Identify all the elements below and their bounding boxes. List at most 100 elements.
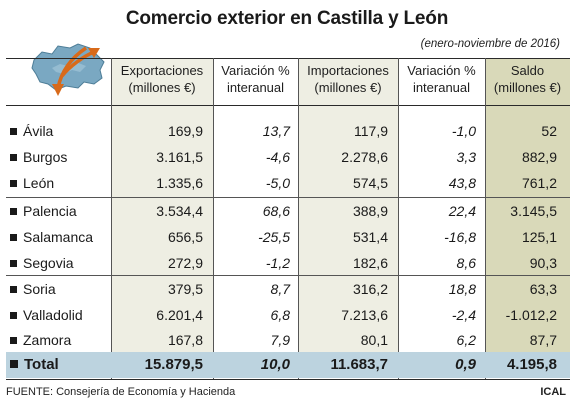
province-name: Ávila xyxy=(23,123,54,139)
group-divider-2 xyxy=(6,275,570,276)
saldo-value: 87,7 xyxy=(529,332,557,348)
header-importaciones: Importaciones (millones €) xyxy=(307,63,389,95)
importaciones-column-band xyxy=(298,58,398,370)
row-bullet xyxy=(10,180,17,187)
agency-credit: ICAL xyxy=(540,386,566,398)
variacion-imp-value: 3,3 xyxy=(456,149,476,165)
header-variacion-exportaciones: Variación % interanual xyxy=(221,63,290,95)
exportaciones-column-band xyxy=(111,58,213,370)
province-name: Palencia xyxy=(23,203,77,219)
table-row: Salamanca 656,5 -25,5 531,4 -16,8 125,1 xyxy=(0,224,574,250)
variacion-exp-value: 13,7 xyxy=(262,123,290,139)
row-bullet xyxy=(10,208,17,215)
saldo-column-band xyxy=(485,58,570,370)
exportaciones-value: 3.534,4 xyxy=(156,203,203,219)
variacion-imp-value: 43,8 xyxy=(448,175,476,191)
header-exportaciones: Exportaciones (millones €) xyxy=(120,63,204,95)
exportaciones-value: 6.201,4 xyxy=(156,307,203,323)
importaciones-value: 316,2 xyxy=(352,281,388,297)
importaciones-value: 117,9 xyxy=(354,123,388,139)
variacion-exp-value: -1,2 xyxy=(265,255,290,271)
variacion-exp-value: 6,8 xyxy=(270,307,290,323)
importaciones-value: 2.278,6 xyxy=(341,149,388,165)
row-bullet xyxy=(10,360,18,368)
bottom-rule xyxy=(6,379,570,380)
variacion-imp-value: 22,4 xyxy=(448,203,476,219)
header-saldo: Saldo (millones €) xyxy=(493,63,562,95)
variacion-exp-value: 8,7 xyxy=(270,281,290,297)
exportaciones-value: 169,9 xyxy=(167,123,203,139)
top-rule xyxy=(6,58,570,59)
exportaciones-value: 379,5 xyxy=(167,281,203,297)
importaciones-value: 388,9 xyxy=(352,203,388,219)
total-variacion-imp: 0,9 xyxy=(455,356,476,373)
total-variacion-exp: 10,0 xyxy=(260,356,290,373)
table-row: Valladolid 6.201,4 6,8 7.213,6 -2,4 -1.0… xyxy=(0,302,574,328)
province-name: Soria xyxy=(23,281,56,297)
exportaciones-value: 3.161,5 xyxy=(156,149,203,165)
row-bullet xyxy=(10,154,17,161)
table-row: León 1.335,6 -5,0 574,5 43,8 761,2 xyxy=(0,170,574,196)
exportaciones-value: 1.335,6 xyxy=(156,175,203,191)
variacion-exp-value: 68,6 xyxy=(262,203,290,219)
table-row: Zamora 167,8 7,9 80,1 6,2 87,7 xyxy=(0,327,574,353)
province-name: Valladolid xyxy=(23,307,83,323)
table-row: Soria 379,5 8,7 316,2 18,8 63,3 xyxy=(0,276,574,302)
column-divider-4 xyxy=(398,58,399,379)
saldo-value: 761,2 xyxy=(521,175,557,191)
variacion-exp-value: -4,6 xyxy=(265,149,290,165)
table-row: Palencia 3.534,4 68,6 388,9 22,4 3.145,5 xyxy=(0,198,574,224)
row-bullet xyxy=(10,128,17,135)
importaciones-value: 574,5 xyxy=(352,175,388,191)
table-row: Burgos 3.161,5 -4,6 2.278,6 3,3 882,9 xyxy=(0,144,574,170)
exportaciones-value: 167,8 xyxy=(167,332,203,348)
importaciones-value: 531,4 xyxy=(352,229,388,245)
exportaciones-value: 272,9 xyxy=(167,255,203,271)
total-importaciones: 11.683,7 xyxy=(330,356,388,373)
variacion-imp-value: -16,8 xyxy=(444,229,476,245)
province-name: León xyxy=(23,175,55,191)
row-bullet xyxy=(10,337,17,344)
table-subtitle: (enero-noviembre de 2016) xyxy=(420,38,560,50)
row-bullet xyxy=(10,234,17,241)
row-bullet xyxy=(10,286,17,293)
total-row: Total 15.879,5 10,0 11.683,7 0,9 4.195,8 xyxy=(0,352,574,378)
saldo-value: 125,1 xyxy=(521,229,557,245)
saldo-value: 52 xyxy=(541,123,557,139)
variacion-exp-value: -5,0 xyxy=(265,175,290,191)
row-bullet xyxy=(10,260,17,267)
variacion-imp-value: 6,2 xyxy=(456,332,476,348)
variacion-exp-value: 7,9 xyxy=(270,332,290,348)
group-divider-1 xyxy=(6,197,570,198)
saldo-value: 882,9 xyxy=(521,149,557,165)
total-label: Total xyxy=(24,356,59,373)
table-row: Segovia 272,9 -1,2 182,6 8,6 90,3 xyxy=(0,250,574,276)
table-row: Ávila 169,9 13,7 117,9 -1,0 52 xyxy=(0,118,574,144)
total-exportaciones: 15.879,5 xyxy=(144,356,203,373)
province-name: Burgos xyxy=(23,149,68,165)
column-divider-2 xyxy=(213,58,214,379)
variacion-imp-value: -1,0 xyxy=(451,123,476,139)
source-footnote: FUENTE: Consejería de Economía y Haciend… xyxy=(6,386,236,398)
province-name: Salamanca xyxy=(23,229,94,245)
row-bullet xyxy=(10,312,17,319)
header-rule xyxy=(6,105,570,106)
saldo-value: 63,3 xyxy=(529,281,557,297)
column-divider-1 xyxy=(111,58,112,379)
saldo-value: 3.145,5 xyxy=(510,203,557,219)
total-saldo: 4.195,8 xyxy=(506,356,557,373)
total-row-background xyxy=(6,352,570,378)
importaciones-value: 7.213,6 xyxy=(341,307,388,323)
saldo-value: 90,3 xyxy=(529,255,557,271)
province-name: Segovia xyxy=(23,255,74,271)
header-variacion-importaciones: Variación % interanual xyxy=(407,63,476,95)
importaciones-value: 80,1 xyxy=(360,332,388,348)
column-divider-3 xyxy=(298,58,299,379)
variacion-imp-value: -2,4 xyxy=(451,307,476,323)
importaciones-value: 182,6 xyxy=(352,255,388,271)
variacion-imp-value: 18,8 xyxy=(448,281,476,297)
variacion-exp-value: -25,5 xyxy=(258,229,290,245)
column-divider-5 xyxy=(485,58,486,379)
variacion-imp-value: 8,6 xyxy=(456,255,476,271)
region-map-with-arrows-icon xyxy=(31,43,105,96)
